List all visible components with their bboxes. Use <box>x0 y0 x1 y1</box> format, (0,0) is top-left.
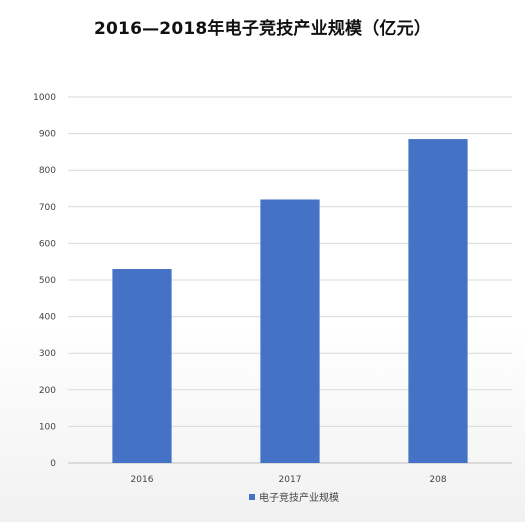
y-tick-label: 200 <box>39 386 56 396</box>
legend: 电子竞技产业规模 <box>249 491 339 504</box>
y-axis-ticks: 0 100 200 300 400 500 600 700 800 900 1000 <box>33 93 56 469</box>
y-tick-label: 0 <box>50 459 56 469</box>
y-tick-label: 900 <box>39 130 56 140</box>
bar-2016 <box>112 269 172 463</box>
y-tick-label: 1000 <box>33 93 56 103</box>
x-tick-label: 2017 <box>279 475 302 485</box>
y-tick-label: 300 <box>39 349 56 359</box>
x-tick-label: 208 <box>429 475 446 485</box>
y-tick-label: 400 <box>39 313 56 323</box>
legend-swatch <box>249 494 255 500</box>
x-axis-ticks: 2016 2017 208 <box>131 475 447 485</box>
y-tick-label: 600 <box>39 239 56 249</box>
x-tick-label: 2016 <box>131 475 154 485</box>
chart-title: 2016—2018年电子竞技产业规模（亿元） <box>93 19 432 39</box>
legend-label: 电子竞技产业规模 <box>259 491 339 504</box>
bar-2017 <box>260 199 320 464</box>
y-tick-label: 100 <box>39 422 56 432</box>
y-tick-label: 800 <box>39 166 56 176</box>
bar-208 <box>408 139 468 463</box>
bars <box>112 139 468 464</box>
y-tick-label: 500 <box>39 276 56 286</box>
y-tick-label: 700 <box>39 203 56 213</box>
